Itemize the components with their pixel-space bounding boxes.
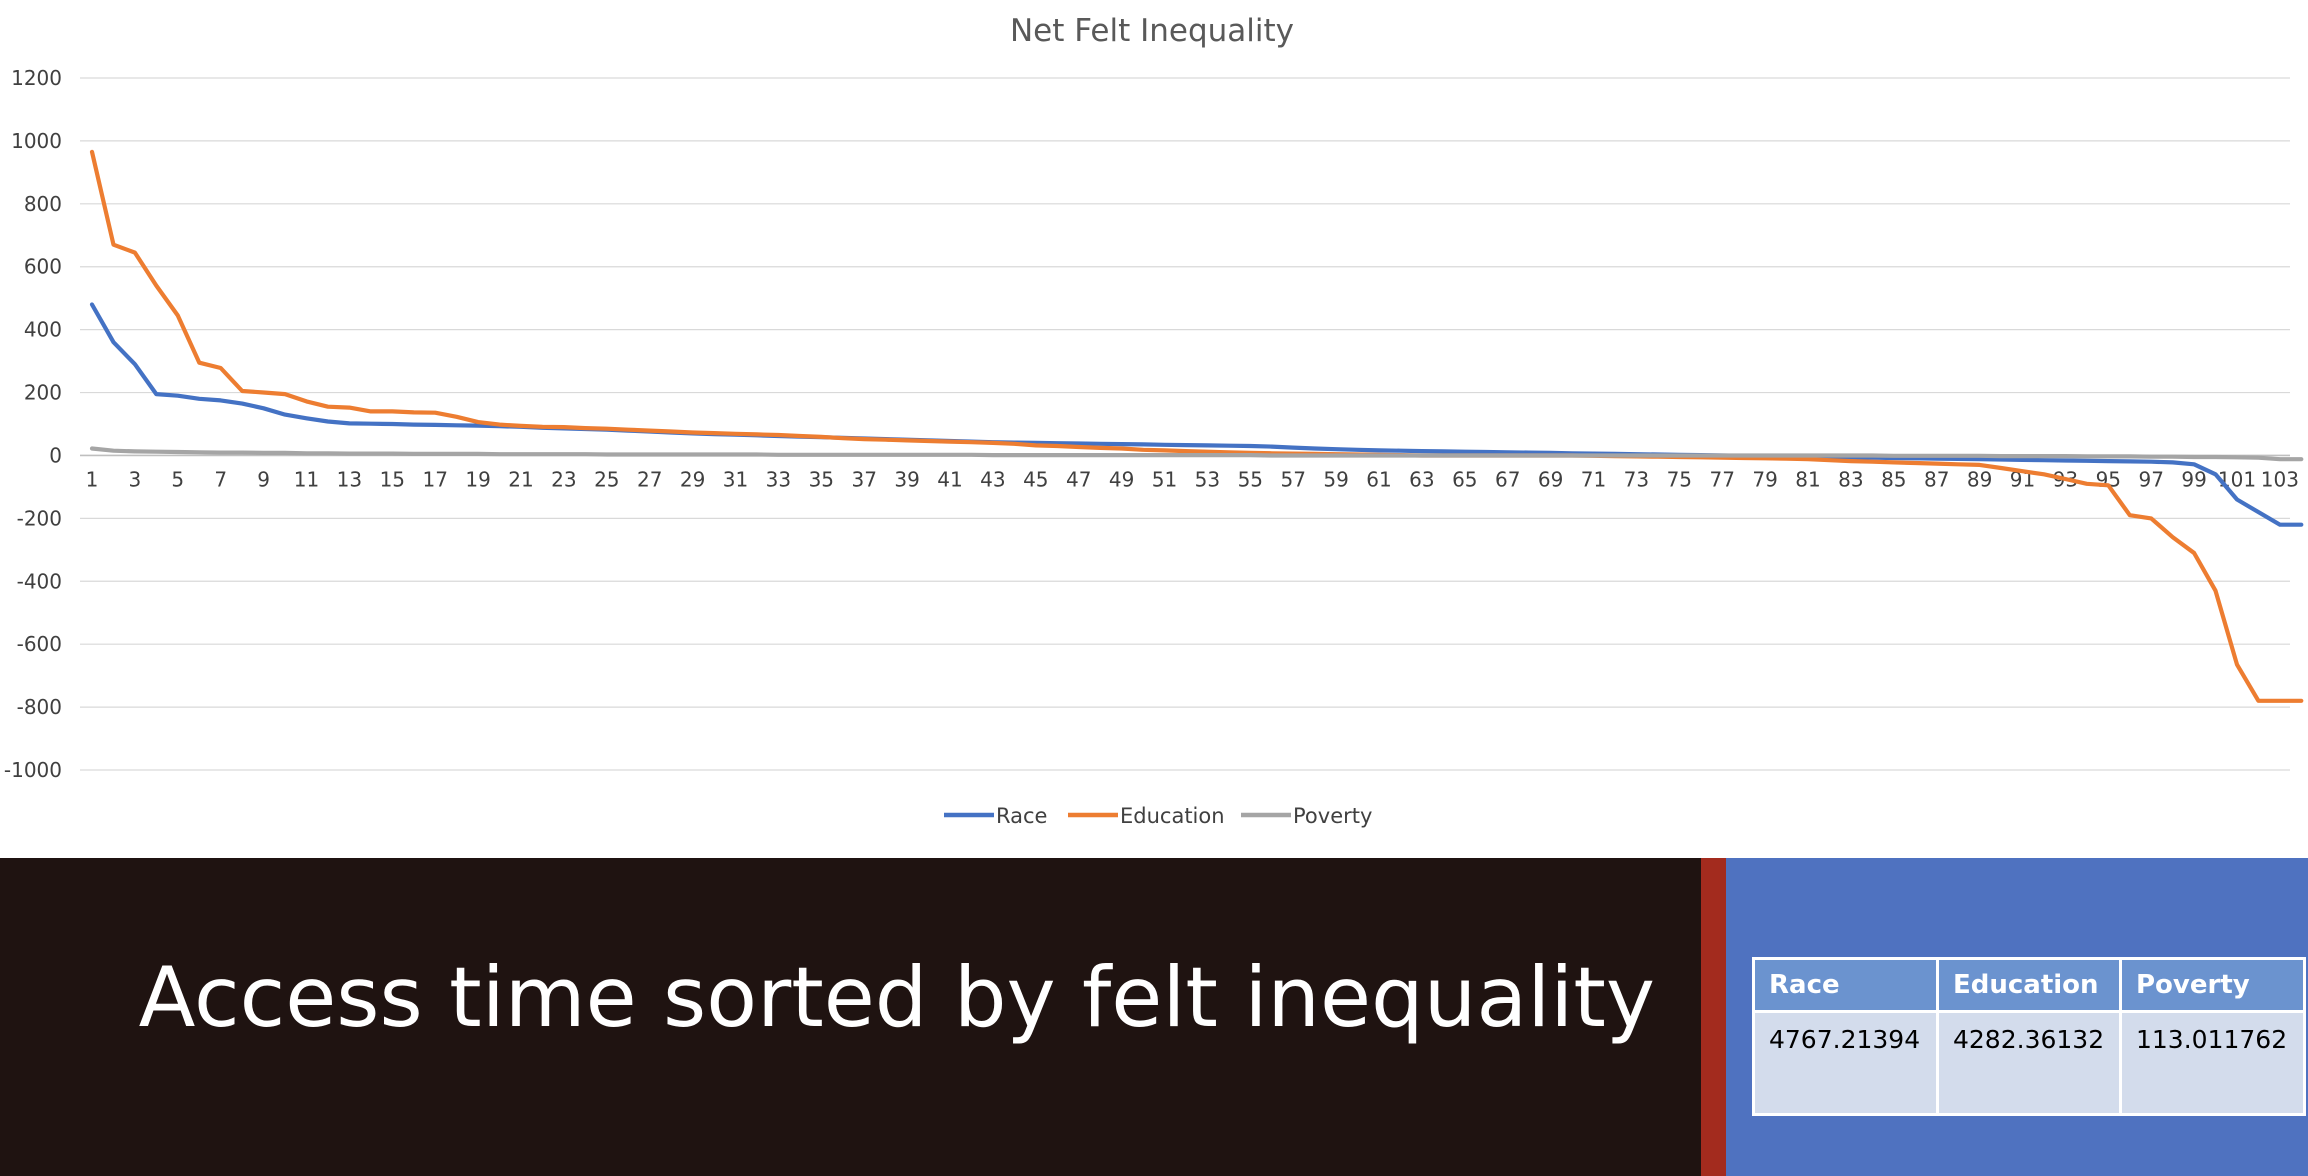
- x-tick-label: 73: [1624, 467, 1649, 491]
- header-education: Education: [1936, 957, 2122, 1013]
- x-tick-label: 31: [723, 467, 748, 491]
- x-tick-label: 5: [171, 467, 184, 491]
- legend-label-education: Education: [1120, 804, 1225, 828]
- x-tick-label: 59: [1323, 467, 1348, 491]
- x-tick-label: 33: [766, 467, 791, 491]
- x-tick-label: 49: [1109, 467, 1134, 491]
- x-tick-label: 9: [257, 467, 270, 491]
- series-line-poverty: [89, 446, 2304, 462]
- x-tick-label: 43: [980, 467, 1005, 491]
- x-tick-label: 45: [1023, 467, 1048, 491]
- x-tick-label: 55: [1238, 467, 1263, 491]
- value-poverty: 113.011762: [2119, 1010, 2306, 1116]
- x-tick-label: 67: [1495, 467, 1520, 491]
- x-tick-label: 83: [1838, 467, 1863, 491]
- x-tick-label: 3: [129, 467, 142, 491]
- chart-area: Net Felt Inequality 1200 1000 800 600 400 200 0…: [3, 13, 2304, 828]
- x-tick-label: 101: [2218, 467, 2256, 491]
- x-tick-label: 29: [680, 467, 705, 491]
- x-tick-label: 7: [214, 467, 227, 491]
- x-tick-label: 1: [86, 467, 99, 491]
- summary-value-row: 4767.21394 4282.36132 113.011762: [1752, 1010, 2306, 1116]
- x-tick-label: 15: [380, 467, 405, 491]
- x-tick-label: 19: [465, 467, 490, 491]
- x-tick-label: 23: [551, 467, 576, 491]
- x-tick-label: 69: [1538, 467, 1563, 491]
- x-tick-label: 75: [1667, 467, 1692, 491]
- series-line-education: [89, 149, 2304, 703]
- x-tick-label: 81: [1795, 467, 1820, 491]
- x-tick-label: 17: [422, 467, 447, 491]
- legend-label-race: Race: [996, 804, 1047, 828]
- x-tick-label: 103: [2261, 467, 2299, 491]
- value-education: 4282.36132: [1936, 1010, 2122, 1116]
- series-line-race: [89, 302, 2304, 527]
- y-tick-label: 1200: [11, 66, 62, 90]
- x-tick-label: 77: [1709, 467, 1734, 491]
- x-tick-label: 85: [1881, 467, 1906, 491]
- x-tick-label: 97: [2138, 467, 2163, 491]
- x-tick-label: 89: [1967, 467, 1992, 491]
- y-tick-label: 800: [24, 192, 62, 216]
- y-tick-label: -600: [17, 632, 62, 656]
- x-tick-label: 87: [1924, 467, 1949, 491]
- x-tick-label: 37: [851, 467, 876, 491]
- y-tick-label: 0: [49, 443, 62, 467]
- x-tick-label: 57: [1280, 467, 1305, 491]
- slide-title: Access time sorted by felt inequality: [138, 949, 1655, 1046]
- summary-table: Race Education Poverty 4767.21394 4282.3…: [1752, 957, 2306, 1116]
- accent-stripe: [1701, 858, 1726, 1176]
- x-tick-label: 63: [1409, 467, 1434, 491]
- x-tick-label: 25: [594, 467, 619, 491]
- x-tick-label: 65: [1452, 467, 1477, 491]
- x-tick-label: 99: [2181, 467, 2206, 491]
- header-race: Race: [1752, 957, 1939, 1013]
- header-poverty: Poverty: [2119, 957, 2306, 1013]
- x-tick-label: 51: [1152, 467, 1177, 491]
- y-tick-label: -800: [17, 695, 62, 719]
- y-tick-label: -1000: [4, 758, 62, 782]
- x-tick-label: 41: [937, 467, 962, 491]
- x-tick-label: 53: [1195, 467, 1220, 491]
- y-tick-label: 200: [24, 381, 62, 405]
- x-tick-label: 61: [1366, 467, 1391, 491]
- x-tick-label: 27: [637, 467, 662, 491]
- x-tick-label: 11: [294, 467, 319, 491]
- title-bar: [0, 858, 1701, 1176]
- summary-header-row: Race Education Poverty: [1752, 957, 2306, 1013]
- x-tick-label: 35: [809, 467, 834, 491]
- x-tick-label: 13: [337, 467, 362, 491]
- y-tick-label: -400: [17, 569, 62, 593]
- x-tick-label: 39: [894, 467, 919, 491]
- legend-label-poverty: Poverty: [1293, 804, 1372, 828]
- value-race: 4767.21394: [1752, 1010, 1939, 1116]
- line-chart: Net Felt Inequality 1200 1000 800 600 400 200 0…: [4, 13, 2304, 828]
- x-tick-label: 47: [1066, 467, 1091, 491]
- x-tick-label: 79: [1752, 467, 1777, 491]
- x-tick-label: 71: [1581, 467, 1606, 491]
- y-tick-label: 1000: [11, 129, 62, 153]
- y-tick-label: 600: [24, 255, 62, 279]
- x-tick-label: 21: [508, 467, 533, 491]
- y-tick-label: -200: [17, 506, 62, 530]
- y-tick-label: 400: [24, 318, 62, 342]
- chart-title: Net Felt Inequality: [1010, 13, 1294, 49]
